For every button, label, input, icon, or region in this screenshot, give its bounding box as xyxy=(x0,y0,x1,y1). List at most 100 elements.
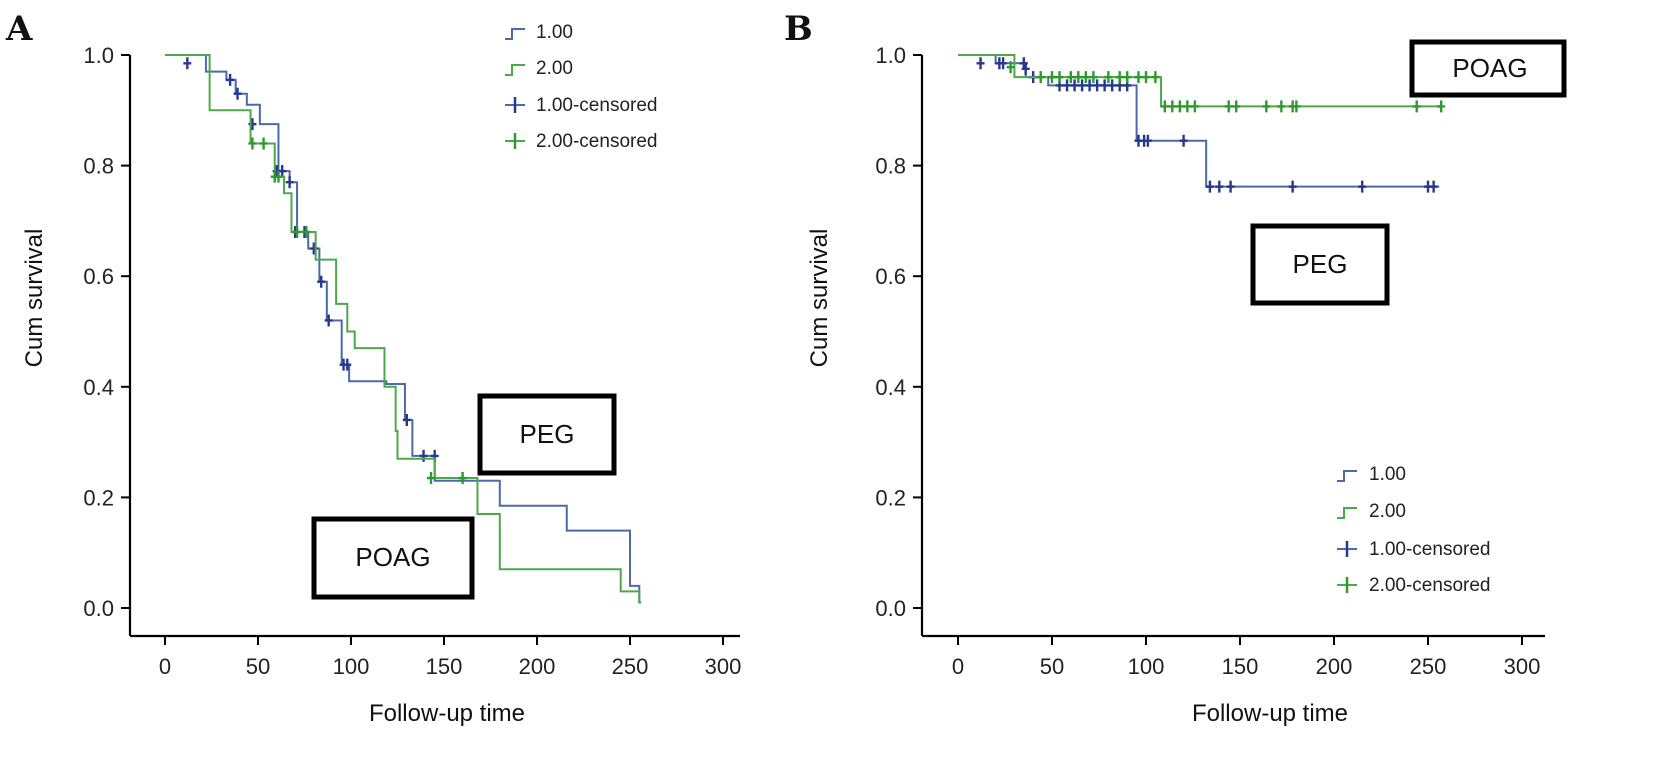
legend-b: 1.00 2.00 1.00-censored 2.00-censored xyxy=(1337,464,1490,596)
censor-mark-b-series-2-11 xyxy=(1134,71,1143,84)
legend-a-swatch-1 xyxy=(505,28,525,40)
censor-mark-a-series-1-11 xyxy=(324,314,333,327)
censor-mark-b-series-2-3 xyxy=(1055,71,1064,84)
censor-mark-b-series-1-4 xyxy=(1021,62,1030,75)
y-axis-label-b: Cum survival xyxy=(806,229,833,368)
legend-b-label-3: 1.00-censored xyxy=(1369,539,1490,560)
censor-mark-a-series-1-2 xyxy=(233,87,242,100)
x-tick-label-b-5: 250 xyxy=(1410,654,1447,679)
panel-b-label: B xyxy=(784,9,813,49)
y-tick-label-b-3: 0.6 xyxy=(875,264,906,289)
y-tick-label-a-4: 0.8 xyxy=(83,154,114,179)
censor-mark-a-series-2-7 xyxy=(458,472,467,485)
censor-mark-b-series-2-16 xyxy=(1175,100,1184,113)
censor-mark-b-series-2-18 xyxy=(1190,100,1199,113)
x-tick-label-b-0: 0 xyxy=(952,654,964,679)
legend-a-label-2: 2.00 xyxy=(536,58,573,79)
annotation-box-peg-b xyxy=(1250,223,1390,306)
x-tick-label-b-4: 200 xyxy=(1316,654,1353,679)
x-axis-label-b: Follow-up time xyxy=(1192,700,1348,727)
km-curve-b-series-1 xyxy=(958,54,1440,188)
censor-mark-b-series-2-22 xyxy=(1277,100,1286,113)
censor-mark-b-series-2-17 xyxy=(1183,100,1192,113)
y-tick-label-b-0: 0.0 xyxy=(875,596,906,621)
y-axis-label-a: Cum survival xyxy=(21,229,48,368)
x-axis-label-a: Follow-up time xyxy=(369,700,525,727)
legend-b-label-4: 2.00-censored xyxy=(1369,575,1490,596)
censor-mark-a-series-1-13 xyxy=(343,358,352,371)
censor-mark-a-series-1-1 xyxy=(226,73,235,86)
censor-mark-b-series-2-25 xyxy=(1412,100,1421,113)
y-tick-label-b-5: 1.0 xyxy=(875,43,906,68)
censor-mark-b-series-1-12 xyxy=(1100,79,1109,92)
censor-mark-a-series-2-5 xyxy=(302,225,311,238)
legend-a-label-1: 1.00 xyxy=(536,22,573,43)
y-tick-label-a-1: 0.2 xyxy=(83,485,114,510)
censor-mark-b-series-2-9 xyxy=(1115,71,1124,84)
censor-mark-b-series-2-5 xyxy=(1074,71,1083,84)
legend-b-label-1: 1.00 xyxy=(1369,464,1406,485)
censor-mark-b-series-2-2 xyxy=(1048,71,1056,84)
censor-mark-b-series-1-18 xyxy=(1143,134,1152,147)
censor-mark-b-series-1-2 xyxy=(999,57,1008,70)
censor-mark-a-series-1-10 xyxy=(317,275,326,288)
ticks-a: 0 50 100 150 200 250 300 0.0 0.2 0.4 0.6 0.8 1.0 xyxy=(83,43,741,679)
x-tick-label-b-3: 150 xyxy=(1222,654,1259,679)
x-tick-label-b-2: 100 xyxy=(1128,654,1165,679)
censor-mark-b-series-2-8 xyxy=(1104,71,1113,84)
annotation-peg-a: PEG xyxy=(520,419,575,449)
x-tick-label-a-1: 50 xyxy=(246,654,270,679)
censor-mark-a-series-1-6 xyxy=(285,176,294,189)
censor-mark-a-series-1-14 xyxy=(402,413,411,426)
censor-mark-b-series-1-22 xyxy=(1226,180,1235,193)
legend-b-label-2: 2.00 xyxy=(1369,501,1406,522)
y-tick-label-a-3: 0.6 xyxy=(83,264,114,289)
y-tick-label-b-1: 0.2 xyxy=(875,485,906,510)
y-tick-label-a-0: 0.0 xyxy=(83,596,114,621)
censor-mark-b-series-1-8 xyxy=(1070,79,1079,92)
censor-mark-b-series-2-13 xyxy=(1151,71,1160,84)
annotation-box-peg-a xyxy=(477,393,617,476)
annotation-peg-b: PEG xyxy=(1293,249,1348,279)
x-tick-label-a-3: 150 xyxy=(426,654,463,679)
ticks-b: 0 50 100 150 200 250 300 0.0 0.2 0.4 0.6 0.8 1.0 xyxy=(875,43,1540,679)
censor-mark-b-series-2-4 xyxy=(1066,71,1075,84)
censor-mark-a-series-2-3 xyxy=(274,170,283,183)
annotation-poag-a: POAG xyxy=(355,542,430,572)
censor-mark-b-series-2-6 xyxy=(1081,71,1090,84)
x-tick-label-a-0: 0 xyxy=(159,654,171,679)
x-tick-label-a-2: 100 xyxy=(333,654,370,679)
y-tick-label-a-2: 0.4 xyxy=(83,375,114,400)
censor-mark-b-series-2-15 xyxy=(1168,100,1177,113)
km-curve-b-series-2 xyxy=(958,54,1442,108)
y-tick-label-b-4: 0.8 xyxy=(875,154,906,179)
censor-mark-b-series-1-13 xyxy=(1108,79,1117,92)
legend-a: 1.00 2.00 1.00-censored 2.00-censored xyxy=(505,22,657,152)
x-tick-label-a-4: 200 xyxy=(519,654,556,679)
censor-mark-b-series-2-10 xyxy=(1123,71,1132,84)
censor-mark-b-series-2-14 xyxy=(1160,100,1169,113)
censor-mark-a-series-2-1 xyxy=(259,137,268,150)
censor-mark-a-series-2-4 xyxy=(293,225,302,238)
censor-mark-b-series-2-26 xyxy=(1437,100,1446,113)
censor-mark-a-series-1-0 xyxy=(183,57,192,70)
censor-mark-a-series-1-15 xyxy=(419,449,428,462)
censor-mark-b-series-2-21 xyxy=(1262,100,1271,113)
censor-mark-b-series-2-19 xyxy=(1224,100,1233,113)
annotation-box-poag-a xyxy=(311,516,475,600)
censor-mark-b-series-1-20 xyxy=(1205,180,1214,193)
legend-a-label-4: 2.00-censored xyxy=(536,131,657,152)
censor-mark-b-series-1-21 xyxy=(1215,180,1224,193)
annotation-poag-b: POAG xyxy=(1452,53,1527,83)
annotation-box-poag-b xyxy=(1409,39,1567,98)
series-b xyxy=(958,54,1446,193)
x-tick-label-b-1: 50 xyxy=(1040,654,1064,679)
censor-mark-b-series-1-26 xyxy=(1429,180,1438,193)
censor-mark-b-series-2-0 xyxy=(1006,61,1015,74)
censor-mark-b-series-1-23 xyxy=(1288,180,1297,193)
legend-b-swatch-2 xyxy=(1337,507,1357,519)
censor-mark-b-series-1-24 xyxy=(1358,180,1367,193)
series-a xyxy=(165,54,642,604)
censor-mark-b-series-2-24 xyxy=(1292,100,1301,113)
